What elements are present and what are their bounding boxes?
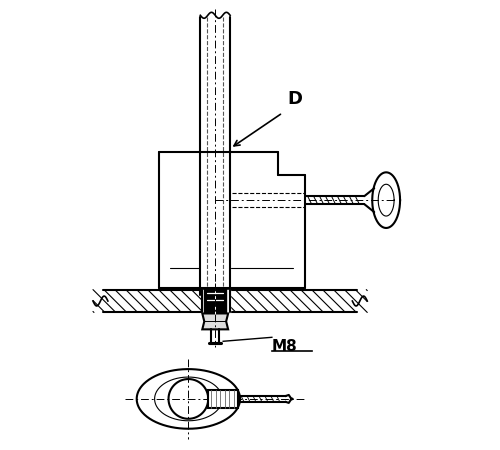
Polygon shape [208, 390, 238, 408]
Text: M8: M8 [272, 339, 297, 354]
Polygon shape [202, 314, 228, 329]
Polygon shape [204, 288, 226, 315]
Text: D: D [288, 90, 303, 108]
